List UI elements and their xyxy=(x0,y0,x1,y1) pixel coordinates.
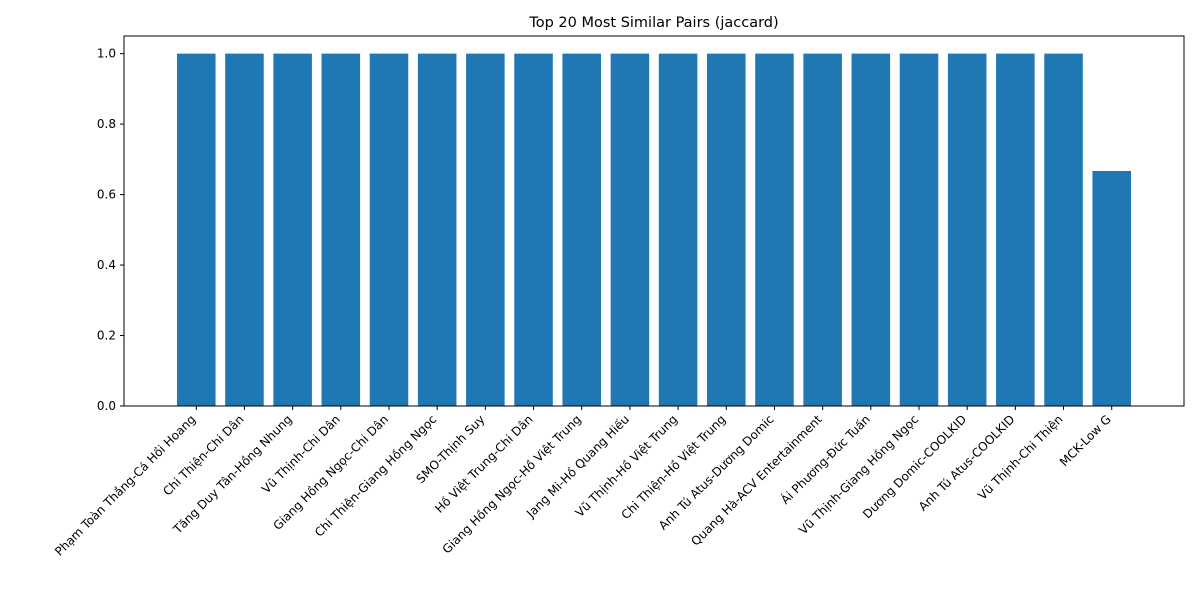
bar xyxy=(947,53,987,406)
bar xyxy=(755,53,794,406)
bar xyxy=(1092,170,1131,406)
bar xyxy=(899,53,939,406)
y-tick-label: 0.8 xyxy=(97,117,116,131)
bar xyxy=(1044,53,1083,406)
bar xyxy=(369,53,409,406)
bar xyxy=(466,53,505,406)
bar xyxy=(851,53,891,406)
bar xyxy=(514,53,553,406)
y-tick-label: 0.6 xyxy=(97,188,116,202)
bar xyxy=(417,53,457,406)
plot-frame xyxy=(123,35,1185,407)
y-tick-label: 0.2 xyxy=(97,329,116,343)
bar xyxy=(658,53,698,406)
bar xyxy=(321,53,361,406)
bar xyxy=(707,53,746,406)
bar xyxy=(610,53,650,406)
bar xyxy=(177,53,216,406)
y-tick-label: 0.4 xyxy=(97,258,116,272)
bar xyxy=(273,53,312,406)
y-tick-label: 1.0 xyxy=(97,47,116,61)
chart-title: Top 20 Most Similar Pairs (jaccard) xyxy=(528,15,778,31)
bar xyxy=(803,53,842,406)
y-tick-label: 0.0 xyxy=(97,399,116,413)
bar xyxy=(562,53,601,406)
bar xyxy=(996,53,1035,406)
bar xyxy=(225,53,264,406)
